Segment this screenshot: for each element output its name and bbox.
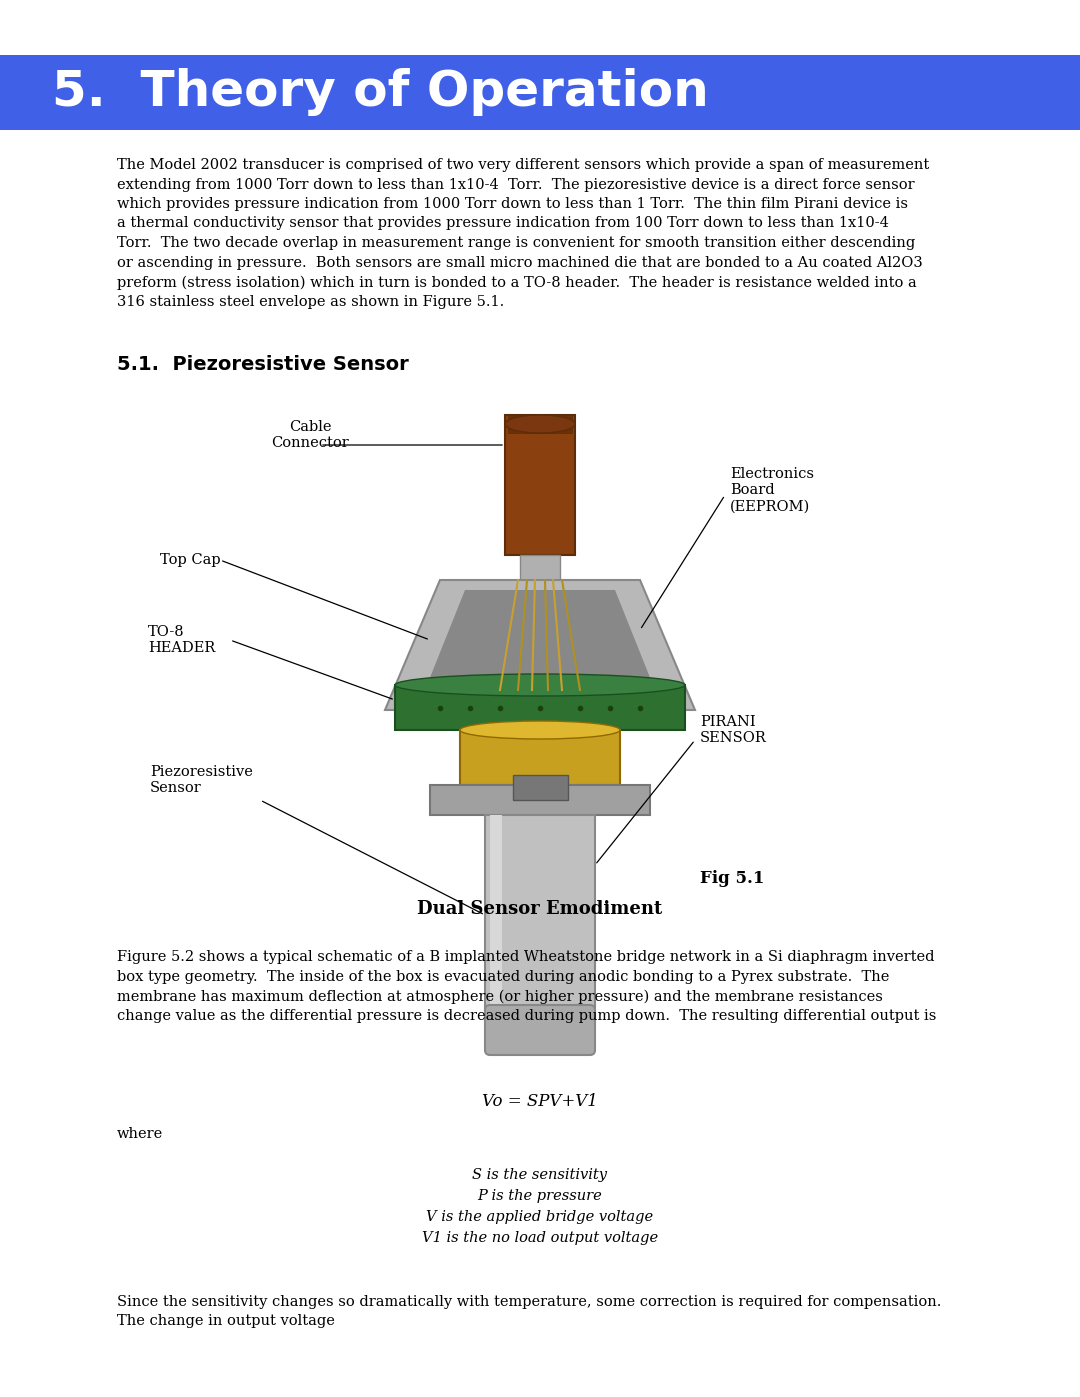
Text: Top Cap: Top Cap [160,553,220,567]
FancyBboxPatch shape [460,731,620,785]
Ellipse shape [395,673,685,696]
Text: Piezoresistive
Sensor: Piezoresistive Sensor [150,766,253,795]
Polygon shape [384,580,696,710]
Text: Vo = SPV+V1: Vo = SPV+V1 [482,1092,598,1111]
FancyBboxPatch shape [519,555,561,580]
Polygon shape [426,590,654,690]
FancyBboxPatch shape [430,785,650,814]
FancyBboxPatch shape [485,1004,595,1055]
FancyBboxPatch shape [395,685,685,731]
Text: 5.  Theory of Operation: 5. Theory of Operation [52,68,708,116]
FancyBboxPatch shape [513,775,567,800]
Ellipse shape [460,721,620,739]
Ellipse shape [505,415,575,433]
FancyBboxPatch shape [508,415,572,433]
Text: 5.1.  Piezoresistive Sensor: 5.1. Piezoresistive Sensor [117,355,408,374]
FancyBboxPatch shape [485,814,595,1010]
Text: Fig 5.1: Fig 5.1 [700,870,765,887]
Text: Dual Sensor Emodiment: Dual Sensor Emodiment [417,900,663,918]
Text: Figure 5.2 shows a typical schematic of a B implanted Wheatstone bridge network : Figure 5.2 shows a typical schematic of … [117,950,936,1023]
Text: Electronics
Board
(EEPROM): Electronics Board (EEPROM) [730,467,814,513]
Text: Since the sensitivity changes so dramatically with temperature, some correction : Since the sensitivity changes so dramati… [117,1295,941,1329]
Text: Cable
Connector: Cable Connector [271,420,349,450]
Text: The Model 2002 transducer is comprised of two very different sensors which provi: The Model 2002 transducer is comprised o… [117,158,929,309]
Text: where: where [117,1127,163,1141]
Text: S is the sensitivity
P is the pressure
V is the applied bridge voltage
V1 is the: S is the sensitivity P is the pressure V… [422,1168,658,1246]
FancyBboxPatch shape [490,814,502,1010]
Text: PIRANI
SENSOR: PIRANI SENSOR [700,715,767,745]
Text: TO-8
HEADER: TO-8 HEADER [148,624,215,655]
FancyBboxPatch shape [505,415,575,555]
Bar [0,54,1080,130]
